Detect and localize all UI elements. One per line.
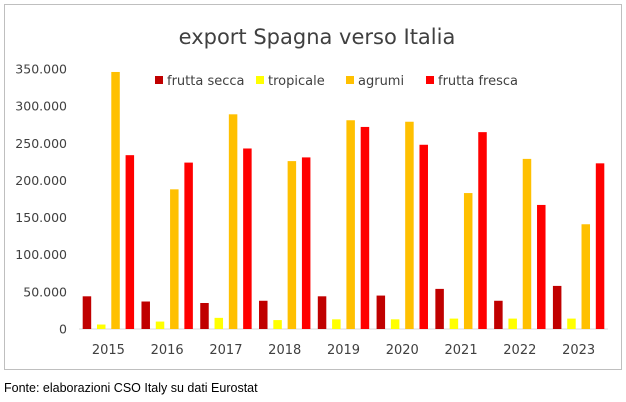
x-axis: 2015 2016 2017 2018 2019 2020 2021 2022 2023 — [79, 328, 608, 358]
bar-agrumi-2022 — [522, 158, 532, 329]
chart-title: export Spagna verso Italia — [179, 25, 456, 49]
bar-agrumi-2020 — [405, 121, 414, 330]
bar-chart: export Spagna verso Italia 0 50.000 100.00… — [15, 25, 608, 358]
bar-agrumi-2021 — [463, 193, 473, 329]
bar-agrumi-2017 — [228, 114, 238, 329]
bar-frutta-fresca-2019 — [360, 126, 370, 329]
legend-swatch-frutta-secca — [155, 76, 163, 84]
y-tick-label: 100.000 — [15, 247, 67, 262]
bar-agrumi-2015 — [111, 71, 120, 329]
legend-label-frutta-fresca: frutta fresca — [438, 74, 518, 89]
x-tick-label: 2015 — [92, 343, 125, 358]
bar-frutta-fresca-2015 — [125, 155, 135, 329]
bar-tropicale-2019 — [332, 319, 341, 329]
bar-frutta-fresca-2018 — [301, 157, 311, 329]
source-note: Fonte: elaborazioni CSO Italy su dati Eu… — [4, 381, 258, 395]
y-tick-label: 200.000 — [15, 173, 67, 188]
bar-agrumi-2019 — [346, 120, 355, 329]
x-tick-label: 2023 — [562, 343, 595, 358]
bar-tropicale-2016 — [155, 321, 165, 329]
x-tick-label: 2022 — [503, 343, 536, 358]
bar-frutta-secca-2019 — [317, 296, 327, 329]
bar-frutta-fresca-2017 — [243, 148, 252, 329]
x-tick-label: 2020 — [386, 343, 419, 358]
y-tick-label: 250.000 — [15, 136, 67, 151]
y-axis: 0 50.000 100.000 150.000 200.000 250.000 300.0… — [15, 62, 67, 337]
bar-agrumi-2023 — [581, 224, 591, 329]
bar-tropicale-2021 — [449, 318, 459, 329]
bar-frutta-secca-2018 — [259, 300, 268, 329]
bar-frutta-fresca-2016 — [184, 162, 193, 329]
bar-tropicale-2023 — [567, 318, 576, 329]
y-tick-label: 150.000 — [15, 210, 67, 225]
y-tick-label: 0 — [59, 322, 67, 337]
legend-swatch-frutta-fresca — [426, 76, 434, 84]
y-tick-label: 300.000 — [15, 99, 67, 114]
bar-tropicale-2018 — [273, 320, 282, 329]
legend: frutta secca tropicale agrumi frutta fresca — [155, 74, 518, 89]
bar-agrumi-2018 — [287, 161, 297, 329]
bar-frutta-secca-2021 — [435, 288, 444, 329]
bar-frutta-fresca-2020 — [419, 144, 428, 329]
x-tick-label: 2018 — [268, 343, 301, 358]
y-tick-label: 350.000 — [15, 62, 67, 77]
legend-label-agrumi: agrumi — [358, 74, 404, 89]
bar-frutta-fresca-2022 — [537, 204, 546, 329]
chart-frame: export Spagna verso Italia 0 50.000 100.00… — [4, 4, 622, 370]
legend-label-tropicale: tropicale — [268, 74, 325, 89]
bar-frutta-secca-2022 — [494, 300, 503, 329]
bar-frutta-fresca-2021 — [478, 132, 487, 329]
bar-frutta-secca-2017 — [200, 303, 209, 329]
bar-frutta-secca-2016 — [141, 301, 150, 329]
y-tick-label: 50.000 — [23, 284, 67, 299]
bar-agrumi-2016 — [170, 189, 179, 329]
bar-frutta-secca-2020 — [376, 295, 386, 329]
bar-tropicale-2020 — [390, 319, 400, 329]
bar-tropicale-2022 — [508, 318, 517, 329]
legend-label-frutta-secca: frutta secca — [167, 74, 245, 89]
bar-frutta-secca-2015 — [82, 296, 92, 329]
legend-swatch-agrumi — [346, 76, 354, 84]
x-tick-label: 2021 — [445, 343, 478, 358]
bar-frutta-fresca-2023 — [595, 163, 605, 329]
x-tick-label: 2019 — [327, 343, 360, 358]
bar-tropicale-2017 — [214, 317, 224, 329]
x-tick-label: 2016 — [151, 343, 184, 358]
bar-tropicale-2015 — [96, 324, 106, 329]
bar-frutta-secca-2023 — [552, 285, 562, 329]
x-tick-label: 2017 — [209, 343, 242, 358]
legend-swatch-tropicale — [256, 76, 264, 84]
bars — [82, 71, 605, 330]
